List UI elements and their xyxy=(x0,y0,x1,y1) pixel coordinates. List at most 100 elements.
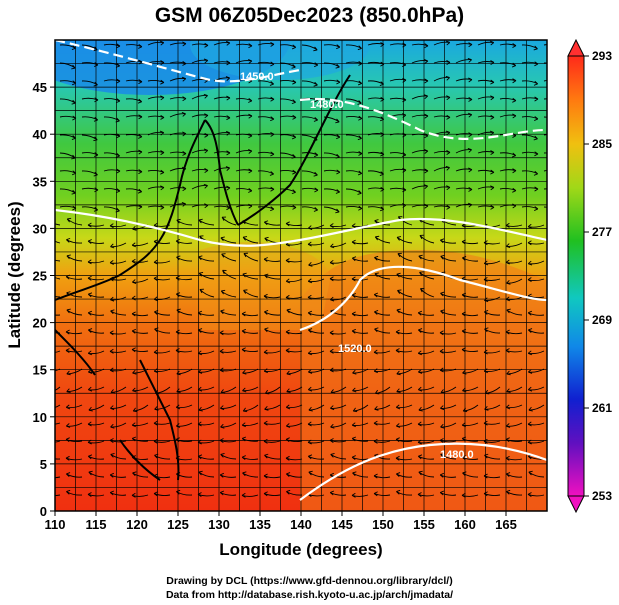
streamline xyxy=(351,422,369,428)
streamline xyxy=(147,204,165,210)
streamline xyxy=(191,168,209,173)
streamline xyxy=(213,185,231,191)
streamline xyxy=(241,492,259,498)
streamline xyxy=(419,234,435,244)
x-tick-label: 155 xyxy=(413,517,435,532)
streamline xyxy=(279,188,296,195)
streamline xyxy=(213,166,231,172)
streamline xyxy=(301,44,318,52)
x-tick-label: 115 xyxy=(86,517,107,532)
streamline xyxy=(88,404,105,412)
streamline xyxy=(418,470,435,478)
streamline xyxy=(219,330,237,336)
streamline xyxy=(235,188,253,193)
streamline xyxy=(285,329,303,335)
streamline xyxy=(285,455,303,461)
streamline xyxy=(440,309,457,316)
contour-label: 1480.0 xyxy=(310,99,344,111)
streamline xyxy=(301,206,319,212)
streamline xyxy=(235,148,253,154)
colorbar: 253 261 269 277 285 293 xyxy=(567,38,612,514)
x-tick-label: 110 xyxy=(45,517,66,532)
streamline xyxy=(411,168,429,174)
streamline xyxy=(241,422,259,428)
streamline xyxy=(307,310,325,316)
streamline xyxy=(65,404,83,410)
streamline xyxy=(235,43,253,49)
streamline xyxy=(329,259,347,265)
streamline xyxy=(153,349,171,355)
streamline xyxy=(345,134,362,141)
streamline xyxy=(527,277,545,283)
streamline xyxy=(455,57,472,64)
streamline xyxy=(257,151,275,157)
streamline xyxy=(439,238,457,244)
streamline xyxy=(521,134,538,141)
streamline xyxy=(396,236,413,244)
streamline xyxy=(55,259,61,262)
streamline xyxy=(264,404,281,411)
streamline xyxy=(329,490,347,496)
streamline xyxy=(505,329,523,335)
streamline xyxy=(499,97,517,103)
streamline xyxy=(417,328,435,334)
streamline xyxy=(323,116,340,124)
streamline xyxy=(55,223,61,226)
streamline xyxy=(351,347,369,353)
streamline xyxy=(417,310,435,316)
streamline xyxy=(103,78,121,84)
streamline xyxy=(131,242,149,248)
streamline xyxy=(411,94,429,100)
credit-data: Data from http://database.rish.kyoto-u.a… xyxy=(165,589,454,601)
streamline xyxy=(323,188,340,194)
streamline xyxy=(527,328,545,334)
streamline xyxy=(527,310,545,316)
y-axis-label: Latitude (degrees) xyxy=(5,201,24,348)
streamline xyxy=(433,185,451,191)
streamline xyxy=(330,242,347,249)
streamline xyxy=(220,289,237,298)
streamline xyxy=(213,95,231,101)
streamline xyxy=(499,152,517,158)
streamline xyxy=(433,204,451,210)
streamline xyxy=(241,455,259,461)
y-tick-label: 15 xyxy=(33,363,47,378)
streamline xyxy=(153,259,171,265)
streamline xyxy=(301,116,319,122)
streamline xyxy=(373,473,391,479)
streamline xyxy=(221,253,237,262)
streamline xyxy=(506,242,523,249)
x-axis-label: Longitude (degrees) xyxy=(219,540,382,559)
streamline xyxy=(527,421,545,427)
height-contours xyxy=(55,40,547,501)
streamline xyxy=(213,40,231,46)
x-tick-label: 160 xyxy=(454,517,476,532)
streamline xyxy=(125,43,143,49)
streamline xyxy=(147,79,165,85)
streamline xyxy=(65,472,83,478)
streamline xyxy=(257,186,275,192)
streamline xyxy=(285,472,303,478)
streamline xyxy=(433,75,450,82)
streamline xyxy=(367,42,385,47)
streamline xyxy=(455,42,473,48)
streamline xyxy=(301,187,319,193)
streamline xyxy=(131,422,149,428)
streamline xyxy=(220,422,237,429)
streamline xyxy=(417,421,435,427)
streamline xyxy=(477,114,495,120)
streamline xyxy=(351,239,369,245)
streamline xyxy=(307,350,325,356)
streamline xyxy=(66,489,83,496)
streamline xyxy=(220,309,237,316)
streamline xyxy=(323,79,341,85)
streamline xyxy=(527,386,545,392)
streamline xyxy=(543,98,547,100)
temperature-field xyxy=(55,40,547,511)
streamline xyxy=(477,204,495,210)
streamline xyxy=(329,330,347,336)
streamline xyxy=(543,206,547,208)
streamline xyxy=(323,206,340,214)
streamline xyxy=(55,350,61,353)
streamline xyxy=(257,41,275,47)
